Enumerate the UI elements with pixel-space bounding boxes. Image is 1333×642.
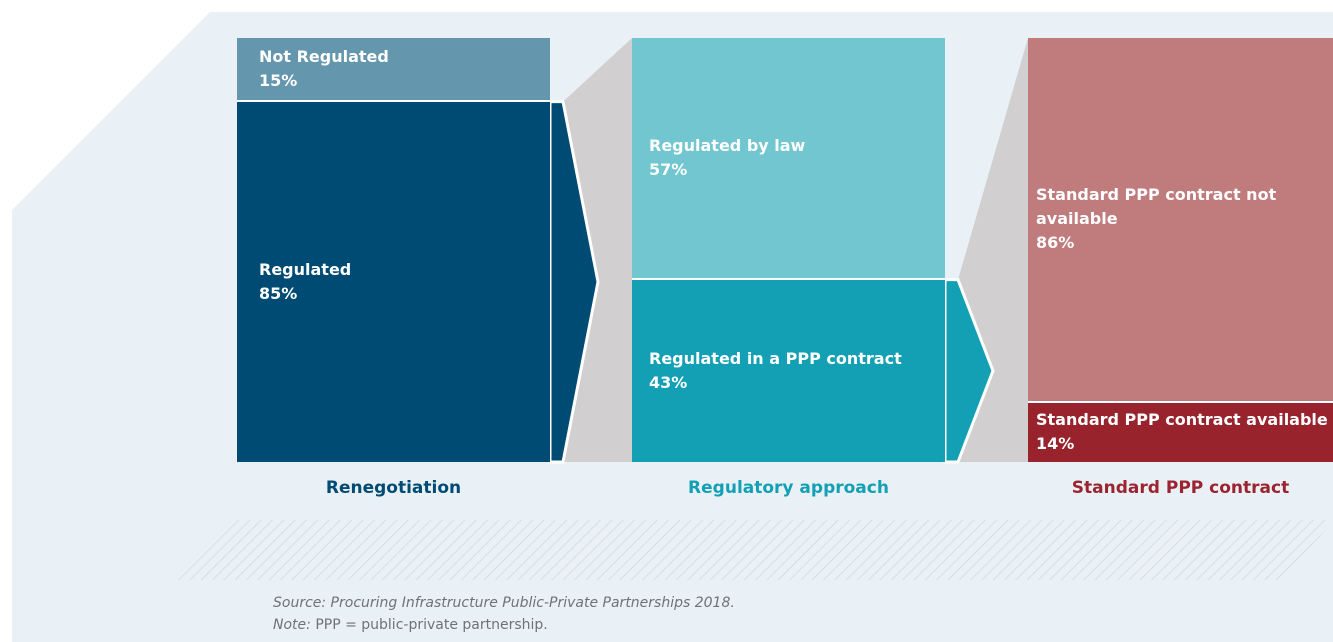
note-label: Note: [273, 617, 311, 633]
connector-arrow [943, 278, 995, 464]
column-label: Regulatory approach [688, 478, 889, 498]
column-label: Renegotiation [325, 478, 462, 498]
segment: Standard PPP contract available 14% [1028, 402, 1333, 462]
segment-value: 86% [1036, 233, 1075, 253]
segment-value: 14% [1036, 434, 1075, 454]
connector-arrow [548, 100, 600, 464]
segment: Regulated in a PPP contract 43% [632, 279, 945, 462]
segment: Regulated 85% [237, 101, 550, 462]
segment-label: Regulated [259, 259, 352, 279]
note: Note: PPP = public-private partnership. [273, 617, 548, 633]
connector-funnel [563, 38, 632, 462]
segment-value: 57% [649, 159, 688, 179]
note-text: PPP = public-private partnership. [315, 617, 548, 633]
segment: Not Regulated 15% [237, 38, 550, 102]
segment: Standard PPP contract not available 86% [1028, 38, 1333, 403]
segment: Regulated by law 57% [632, 38, 945, 280]
column: Not Regulated 15% Regulated 85% [237, 38, 550, 462]
hatch-band [178, 520, 1333, 580]
segment-value: 43% [649, 372, 688, 392]
connector-funnel [958, 38, 1028, 462]
column: Standard PPP contract not available 86% St… [1028, 38, 1333, 462]
segment-label: Standard PPP contract available [1036, 410, 1328, 430]
column: Regulated by law 57% Regulated in a PPP co… [632, 38, 945, 462]
segment-label: Regulated in a PPP contract [649, 348, 902, 368]
segment-value: 15% [259, 70, 298, 90]
column-label: Standard PPP contract [1071, 478, 1290, 498]
segment-label: Standard PPP contract not available [1036, 185, 1277, 229]
segment-value: 85% [259, 283, 298, 303]
segment-label: Regulated by law [649, 135, 806, 155]
source: Source: Procuring Infrastructure Public-… [273, 595, 735, 611]
segment-label: Not Regulated [259, 46, 389, 66]
